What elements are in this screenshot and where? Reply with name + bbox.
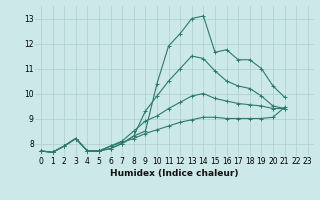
X-axis label: Humidex (Indice chaleur): Humidex (Indice chaleur) — [110, 169, 239, 178]
